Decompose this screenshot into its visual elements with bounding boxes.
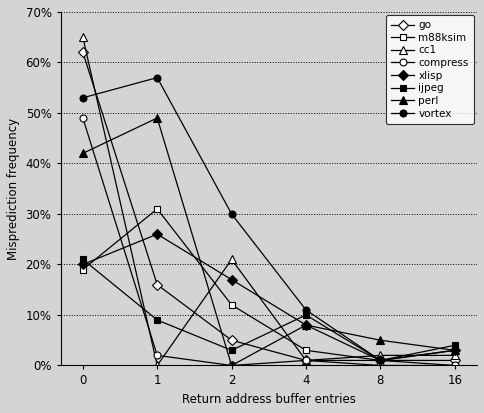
cc1 — [80, 35, 86, 40]
xlisp — [154, 232, 160, 237]
m88ksim — [80, 267, 86, 272]
go — [154, 282, 160, 287]
m88ksim — [303, 348, 309, 353]
perl — [378, 338, 383, 343]
compress — [378, 363, 383, 368]
Line: xlisp: xlisp — [79, 231, 458, 364]
vortex — [452, 348, 458, 353]
ijpeg — [378, 358, 383, 363]
X-axis label: Return address buffer entries: Return address buffer entries — [182, 393, 356, 406]
Line: m88ksim: m88ksim — [79, 205, 458, 369]
ijpeg — [80, 257, 86, 262]
compress — [229, 363, 235, 368]
ijpeg — [452, 343, 458, 348]
cc1 — [303, 358, 309, 363]
Line: vortex: vortex — [79, 74, 458, 364]
vortex — [229, 211, 235, 216]
compress — [303, 358, 309, 363]
vortex — [80, 95, 86, 100]
m88ksim — [229, 302, 235, 307]
xlisp — [303, 323, 309, 328]
vortex — [303, 307, 309, 312]
m88ksim — [452, 363, 458, 368]
xlisp — [229, 277, 235, 282]
go — [80, 50, 86, 55]
cc1 — [229, 257, 235, 262]
compress — [452, 363, 458, 368]
cc1 — [378, 353, 383, 358]
perl — [229, 363, 235, 368]
Line: cc1: cc1 — [79, 33, 459, 370]
go — [452, 358, 458, 363]
cc1 — [452, 353, 458, 358]
compress — [154, 353, 160, 358]
vortex — [378, 358, 383, 363]
go — [303, 358, 309, 363]
compress — [80, 116, 86, 121]
ijpeg — [154, 318, 160, 323]
Line: go: go — [79, 49, 458, 364]
perl — [154, 116, 160, 121]
perl — [80, 151, 86, 156]
Line: compress: compress — [79, 114, 458, 369]
xlisp — [80, 262, 86, 267]
vortex — [154, 75, 160, 80]
xlisp — [378, 358, 383, 363]
go — [229, 338, 235, 343]
xlisp — [452, 348, 458, 353]
Legend: go, m88ksim, cc1, compress, xlisp, ijpeg, perl, vortex: go, m88ksim, cc1, compress, xlisp, ijpeg… — [386, 15, 474, 124]
Line: ijpeg: ijpeg — [79, 256, 458, 364]
Line: perl: perl — [79, 114, 459, 370]
ijpeg — [229, 348, 235, 353]
perl — [303, 323, 309, 328]
m88ksim — [154, 206, 160, 211]
ijpeg — [303, 313, 309, 318]
cc1 — [154, 363, 160, 368]
perl — [452, 348, 458, 353]
Y-axis label: Misprediction frequency: Misprediction frequency — [7, 118, 20, 260]
go — [378, 358, 383, 363]
m88ksim — [378, 358, 383, 363]
